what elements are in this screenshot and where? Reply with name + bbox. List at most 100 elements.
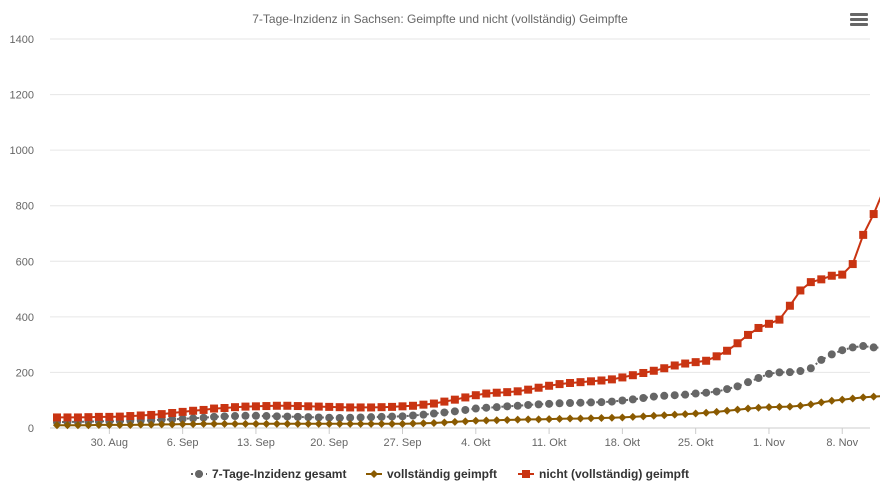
data-point[interactable] xyxy=(754,323,763,332)
data-point[interactable] xyxy=(555,380,564,389)
data-point[interactable] xyxy=(681,410,690,419)
data-point[interactable] xyxy=(827,396,836,405)
data-point[interactable] xyxy=(639,412,648,421)
data-point[interactable] xyxy=(817,355,826,364)
data-point[interactable] xyxy=(723,385,732,394)
data-point[interactable] xyxy=(63,413,72,422)
data-point[interactable] xyxy=(408,401,417,410)
data-point[interactable] xyxy=(586,414,595,423)
data-point[interactable] xyxy=(712,387,721,396)
data-point[interactable] xyxy=(681,390,690,399)
data-point[interactable] xyxy=(827,271,836,280)
data-point[interactable] xyxy=(335,419,344,428)
data-point[interactable] xyxy=(545,399,554,408)
data-point[interactable] xyxy=(670,410,679,419)
data-point[interactable] xyxy=(785,402,794,411)
data-point[interactable] xyxy=(335,413,344,422)
data-point[interactable] xyxy=(189,414,198,423)
data-point[interactable] xyxy=(304,402,313,411)
data-point[interactable] xyxy=(670,391,679,400)
data-point[interactable] xyxy=(293,412,302,421)
data-point[interactable] xyxy=(450,417,459,426)
data-point[interactable] xyxy=(262,419,271,428)
data-point[interactable] xyxy=(754,373,763,382)
data-point[interactable] xyxy=(346,419,355,428)
data-point[interactable] xyxy=(388,419,397,428)
data-point[interactable] xyxy=(461,393,470,402)
data-point[interactable] xyxy=(325,419,334,428)
data-point[interactable] xyxy=(262,402,271,411)
data-point[interactable] xyxy=(471,391,480,400)
data-point[interactable] xyxy=(744,378,753,387)
hamburger-menu-icon[interactable] xyxy=(850,13,868,29)
data-point[interactable] xyxy=(806,400,815,409)
data-point[interactable] xyxy=(450,407,459,416)
data-point[interactable] xyxy=(702,408,711,417)
data-point[interactable] xyxy=(367,403,376,412)
data-point[interactable] xyxy=(649,392,658,401)
data-point[interactable] xyxy=(189,406,198,415)
data-point[interactable] xyxy=(272,419,281,428)
data-point[interactable] xyxy=(513,401,522,410)
data-point[interactable] xyxy=(210,419,219,428)
data-point[interactable] xyxy=(283,401,292,410)
data-point[interactable] xyxy=(796,367,805,376)
data-point[interactable] xyxy=(94,412,103,421)
data-point[interactable] xyxy=(566,414,575,423)
data-point[interactable] xyxy=(639,368,648,377)
data-point[interactable] xyxy=(471,416,480,425)
data-point[interactable] xyxy=(398,402,407,411)
data-point[interactable] xyxy=(126,420,135,429)
data-point[interactable] xyxy=(503,402,512,411)
data-point[interactable] xyxy=(482,403,491,412)
data-point[interactable] xyxy=(848,394,857,403)
data-point[interactable] xyxy=(838,270,847,279)
data-point[interactable] xyxy=(524,415,533,424)
data-point[interactable] xyxy=(419,400,428,409)
data-point[interactable] xyxy=(346,403,355,412)
data-point[interactable] xyxy=(492,388,501,397)
data-point[interactable] xyxy=(534,383,543,392)
data-point[interactable] xyxy=(429,409,438,418)
data-point[interactable] xyxy=(346,413,355,422)
data-point[interactable] xyxy=(73,413,82,422)
data-point[interactable] xyxy=(272,412,281,421)
data-point[interactable] xyxy=(251,411,260,420)
data-point[interactable] xyxy=(293,419,302,428)
data-point[interactable] xyxy=(283,419,292,428)
data-point[interactable] xyxy=(513,415,522,424)
data-point[interactable] xyxy=(859,342,868,351)
data-point[interactable] xyxy=(105,412,114,421)
data-point[interactable] xyxy=(126,412,135,421)
data-point[interactable] xyxy=(775,402,784,411)
data-point[interactable] xyxy=(377,412,386,421)
data-point[interactable] xyxy=(429,399,438,408)
data-point[interactable] xyxy=(115,420,124,429)
data-point[interactable] xyxy=(367,413,376,422)
data-point[interactable] xyxy=(796,401,805,410)
data-point[interactable] xyxy=(272,401,281,410)
data-point[interactable] xyxy=(230,412,239,421)
data-point[interactable] xyxy=(388,412,397,421)
data-point[interactable] xyxy=(576,378,585,387)
data-point[interactable] xyxy=(105,420,114,429)
data-point[interactable] xyxy=(712,407,721,416)
data-point[interactable] xyxy=(377,419,386,428)
data-point[interactable] xyxy=(408,419,417,428)
data-point[interactable] xyxy=(618,413,627,422)
data-point[interactable] xyxy=(607,413,616,422)
data-point[interactable] xyxy=(304,413,313,422)
data-point[interactable] xyxy=(513,387,522,396)
data-point[interactable] xyxy=(754,403,763,412)
data-point[interactable] xyxy=(775,315,784,324)
data-point[interactable] xyxy=(639,393,648,402)
data-point[interactable] xyxy=(157,420,166,429)
data-point[interactable] xyxy=(304,419,313,428)
data-point[interactable] xyxy=(408,411,417,420)
data-point[interactable] xyxy=(628,371,637,380)
data-point[interactable] xyxy=(764,403,773,412)
data-point[interactable] xyxy=(744,404,753,413)
data-point[interactable] xyxy=(419,410,428,419)
data-point[interactable] xyxy=(262,412,271,421)
data-point[interactable] xyxy=(869,210,878,219)
